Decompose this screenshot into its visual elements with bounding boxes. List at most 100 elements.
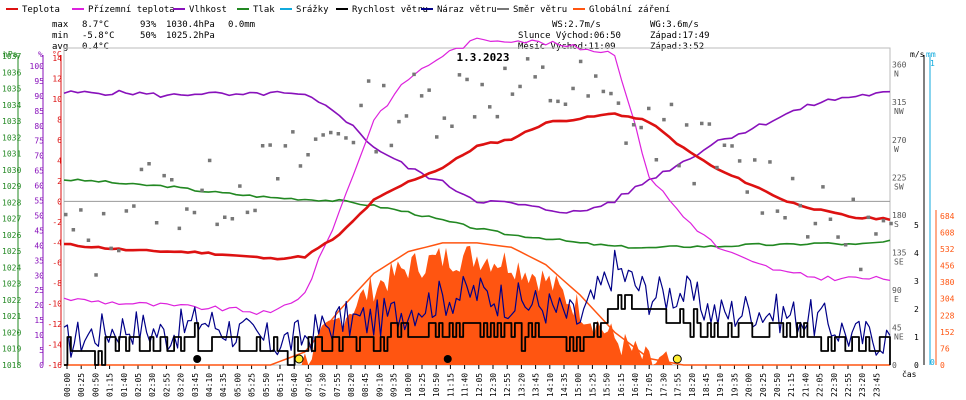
wind-dir-point (344, 136, 348, 140)
wind-dir-point (291, 130, 295, 134)
hpa-tick-label: 1025 (2, 247, 21, 256)
wind-dir-point (715, 165, 719, 170)
min-hum: 50% (140, 31, 157, 41)
wind-dir-point (594, 74, 598, 78)
wind-dir-point (783, 216, 787, 220)
ground-temp-line (63, 37, 891, 315)
wind-dir-point (329, 130, 333, 135)
wind-dir-point (109, 246, 113, 251)
wind-dir-point (139, 167, 144, 172)
wind-dir-point (359, 103, 363, 108)
x-tick-label: 15:00 (574, 373, 583, 397)
moonrise-marker (443, 355, 452, 363)
wg-value: WG:3.6m/s (650, 20, 699, 30)
x-tick-label: 03:20 (177, 373, 186, 397)
wind-dir-point (601, 89, 606, 94)
wind-dir-point (851, 197, 855, 202)
x-tick-label: 07:55 (333, 373, 342, 397)
info-block: WS:2.7m/s WG:3.6m/s Slunce Východ:06:50 … (518, 20, 710, 52)
rad-tick-label: 0 (940, 361, 945, 370)
x-tick-label: 02:30 (148, 373, 157, 397)
x-tick-label: 20:25 (759, 373, 768, 397)
wind-dir-point (836, 235, 840, 239)
legend-label: Teplota (22, 5, 60, 15)
x-tick-label: 02:05 (134, 373, 143, 397)
legend-label: Náraz větru (437, 5, 497, 15)
hpa-tick-label: 1030 (2, 166, 21, 175)
wind-dir-point (124, 209, 129, 213)
pct-tick-label: 20 (34, 301, 44, 310)
wind-dir-point (775, 209, 780, 213)
x-tick-label: 04:10 (205, 373, 214, 397)
pct-tick-label: 60 (34, 182, 44, 191)
wind-dir-point (397, 119, 401, 124)
wind-dir-point (268, 143, 272, 147)
wind-dir-point (700, 121, 704, 126)
max-label: max (52, 20, 69, 30)
x-tick-label: 04:35 (219, 373, 228, 397)
dir-tick-compass: SW (894, 182, 904, 191)
hpa-tick-label: 1023 (2, 280, 21, 289)
wind-dir-point (238, 184, 242, 188)
x-tick-label: 14:10 (546, 373, 555, 397)
wind-dir-point (541, 65, 545, 69)
x-tick-label: 09:35 (390, 373, 399, 397)
wind-tick-label: 3 (914, 277, 919, 286)
plot-area (63, 37, 893, 366)
wind-speed-line (64, 294, 891, 366)
wind-dir-point (117, 248, 121, 253)
wind-dir-point (859, 267, 863, 272)
wind-dir-point (374, 150, 378, 154)
wind-dir-point (162, 173, 166, 178)
x-tick-label: 22:30 (830, 373, 839, 397)
wind-unit: m/s (910, 50, 925, 59)
temp-tick-label: -2 (52, 218, 62, 227)
solar-radiation-area (64, 245, 890, 365)
wind-tick-label: 5 (914, 221, 919, 230)
x-tick-label: 12:30 (489, 373, 498, 397)
wind-dir-point (457, 73, 462, 77)
humidity-line (63, 89, 891, 214)
wind-dir-point (813, 221, 818, 226)
wind-dir-point (472, 115, 477, 119)
legend-label: Rychlost větru (352, 5, 428, 15)
wind-dir-point (382, 83, 386, 88)
dir-tick-label: 180 (892, 211, 907, 220)
x-tick-label: 16:15 (617, 373, 626, 397)
wind-dir-point (147, 162, 151, 166)
wind-tick-label: 2 (914, 305, 919, 314)
pct-tick-label: 40 (34, 241, 44, 250)
hpa-tick-label: 1026 (2, 231, 21, 240)
axes: 1037103610351034103310321031103010291028… (2, 47, 955, 397)
wind-dir-point (192, 210, 197, 215)
pct-tick-label: 25 (34, 286, 44, 295)
wind-dir-point (200, 188, 204, 193)
wind-dir-point (518, 84, 522, 89)
dir-tick-label: 135 (892, 248, 907, 257)
max-temp: 8.7°C (82, 20, 109, 30)
wind-dir-point (760, 211, 765, 215)
x-tick-label: 20:50 (773, 373, 782, 397)
temp-tick-label: -14 (48, 341, 63, 350)
x-tick-label: 00:25 (77, 373, 86, 397)
wind-dir-point (533, 75, 537, 79)
x-axis-label: čas (902, 369, 917, 379)
x-tick-label: 07:05 (304, 373, 313, 397)
wind-dir-point (889, 221, 893, 226)
wind-dir-point (798, 203, 802, 208)
x-tick-label: 10:00 (404, 373, 413, 397)
x-tick-label: 06:15 (276, 373, 285, 397)
wind-dir-point (253, 208, 257, 213)
dir-tick-label: 45 (892, 323, 902, 332)
wind-dir-point (790, 176, 795, 181)
dir-tick-label: 360 (892, 61, 907, 70)
wind-dir-point (306, 153, 310, 157)
dir-tick-compass: NE (894, 332, 904, 341)
legend-label: Tlak (253, 5, 275, 15)
wind-dir-point (843, 243, 848, 247)
wind-dir-point (488, 105, 492, 109)
wind-dir-point (495, 114, 500, 119)
max-rain: 0.0mm (228, 20, 255, 30)
